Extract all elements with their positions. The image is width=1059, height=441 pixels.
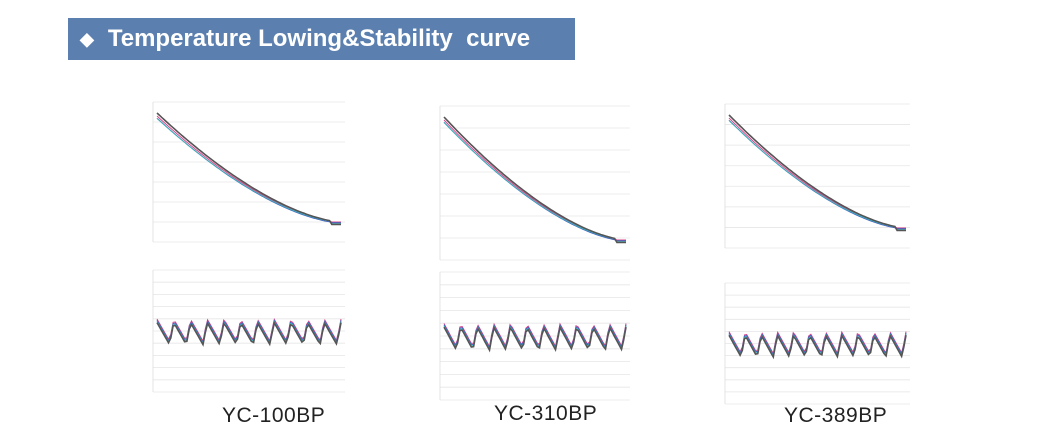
title-banner: ◆ Temperature Lowing&Stability curve [68, 18, 575, 60]
diamond-icon: ◆ [80, 29, 94, 49]
title: Temperature Lowing&Stability curve [107, 25, 531, 52]
curve [156, 112, 341, 226]
curve [728, 120, 906, 231]
product-caption: YC-310BP [494, 402, 598, 425]
curve [728, 119, 906, 230]
curve [156, 118, 341, 225]
curve [728, 117, 906, 229]
product-caption: YC-389BP [784, 404, 888, 427]
curve [443, 122, 626, 243]
curve [443, 325, 627, 353]
curve [443, 121, 626, 242]
curve [728, 333, 907, 360]
curve [156, 117, 341, 224]
curve [443, 119, 626, 241]
curve [156, 320, 342, 347]
curve [728, 114, 906, 232]
curve [443, 116, 626, 244]
curve [156, 115, 341, 223]
product-caption: YC-100BP [222, 404, 326, 427]
